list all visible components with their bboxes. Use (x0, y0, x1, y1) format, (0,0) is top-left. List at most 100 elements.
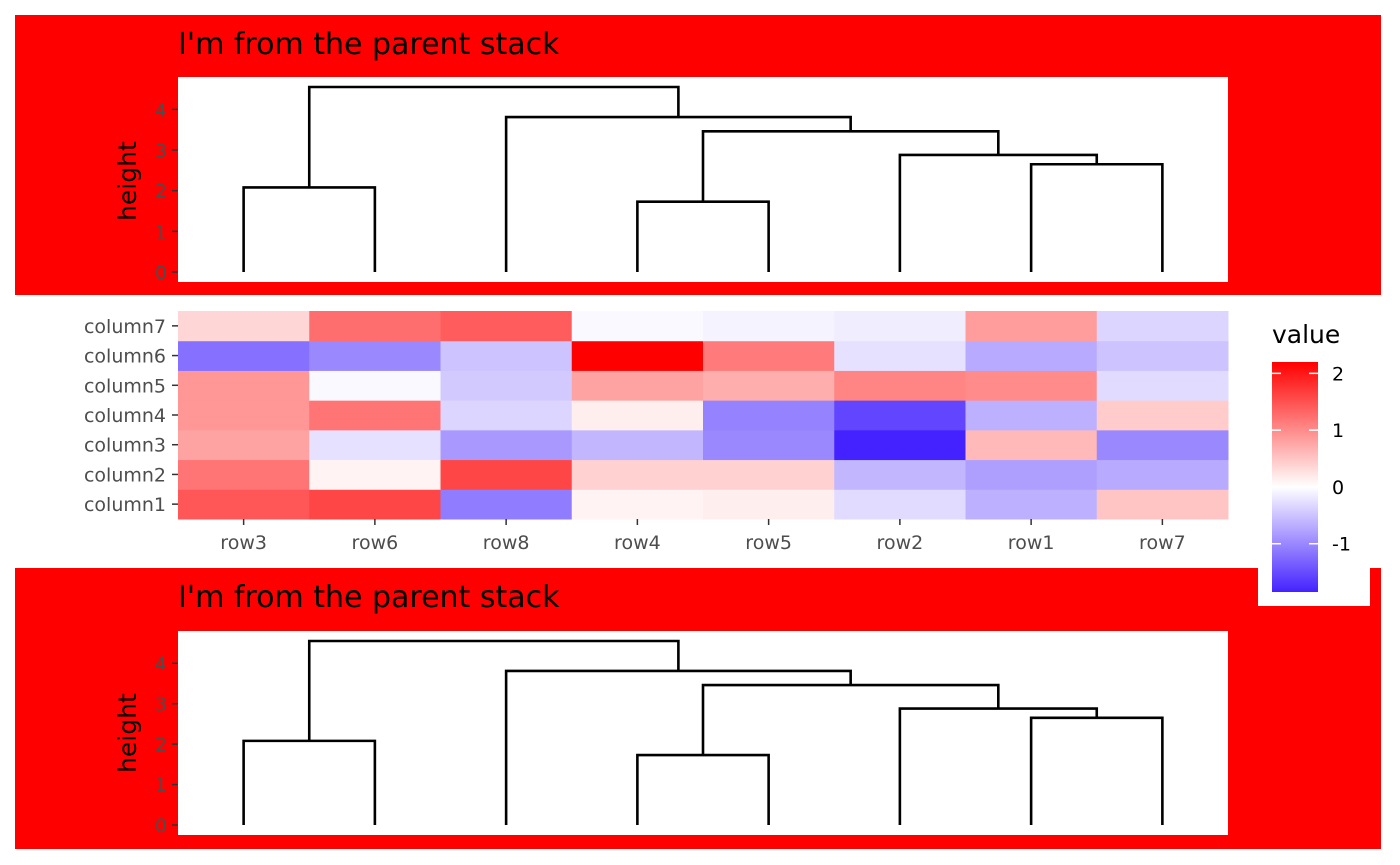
heatmap-cell (834, 489, 966, 520)
legend-ticks: 2 1 0 -1 (1272, 363, 1351, 556)
heatmap-cell (703, 429, 835, 461)
heatmap-cell (309, 459, 441, 490)
heatmap-cell (178, 429, 310, 461)
heatmap-cell (309, 489, 441, 520)
heatmap-y-axis-labels: column1 column2 column3 column4 column5 colum… (84, 316, 178, 516)
legend-color-bar (1272, 362, 1318, 592)
heatmap-cell (309, 340, 441, 371)
heatmap-y-label: column3 (84, 435, 166, 457)
heatmap-cell (834, 370, 966, 401)
legend-tick-label: -1 (1332, 534, 1351, 556)
heatmap-cell (178, 489, 310, 520)
heatmap-x-label: row2 (877, 532, 924, 554)
y-axis-tick-label: 0 (155, 815, 167, 837)
y-axis-tick-label: 2 (155, 734, 167, 756)
y-axis-tick-label: 4 (155, 653, 167, 675)
heatmap-cell (178, 311, 310, 342)
top-panel-title: I'm from the parent stack (178, 27, 560, 62)
y-axis-tick-label: 4 (155, 99, 167, 121)
y-axis-tick-label: 1 (155, 221, 167, 243)
heatmap-cell (834, 311, 966, 342)
heatmap-cell (440, 400, 573, 431)
heatmap-cell (440, 459, 573, 490)
top-y-axis-ticks: 0 1 2 3 4 (155, 99, 178, 284)
dendrogram-branch (701, 130, 1000, 202)
heatmap-cell (1096, 311, 1229, 342)
heatmap-cell (965, 340, 1098, 371)
heatmap-x-label: row3 (220, 532, 267, 554)
heatmap-x-axis-labels: row3 row6 row8 row4 row5 row2 row1 row7 (220, 519, 1186, 554)
heatmap-cell (571, 489, 704, 520)
heatmap-y-label: column1 (84, 494, 166, 516)
heatmap-cell (178, 459, 310, 490)
color-legend: value 2 1 0 -1 (1258, 312, 1370, 606)
heatmap-cell (309, 400, 441, 431)
heatmap-cell (178, 370, 310, 401)
heatmap-x-label: row7 (1139, 532, 1186, 554)
dendrogram-branch (1029, 162, 1164, 272)
bottom-dendrogram-lines (242, 639, 1164, 825)
dendrogram-branch (307, 639, 680, 741)
heatmap-cell (703, 400, 835, 431)
heatmap-cell (440, 311, 573, 342)
y-axis-tick-label: 2 (155, 181, 167, 203)
heatmap-x-label: row4 (614, 532, 661, 554)
bottom-y-axis-ticks: 0 1 2 3 4 (155, 653, 178, 837)
heatmap-y-label: column6 (84, 346, 166, 368)
heatmap-cell (1096, 370, 1229, 401)
heatmap-cell (309, 429, 441, 461)
heatmap-cell (571, 459, 704, 490)
heatmap-x-label: row1 (1008, 532, 1055, 554)
heatmap-cell (571, 370, 704, 401)
heatmap-cell (965, 489, 1098, 520)
dendrogram-branch (636, 753, 770, 825)
heatmap-panel: column1 column2 column3 column4 column5 colum… (84, 311, 1229, 554)
heatmap-cell (834, 340, 966, 371)
heatmap-x-label: row5 (745, 532, 792, 554)
y-axis-tick-label: 0 (155, 262, 167, 284)
heatmap-cell (965, 400, 1098, 431)
heatmap-cell (965, 370, 1098, 401)
heatmap-cell (703, 340, 835, 371)
heatmap-y-label: column4 (84, 405, 166, 427)
heatmap-cell (965, 429, 1098, 461)
heatmap-cells (178, 311, 1229, 520)
dendrogram-branch (242, 739, 377, 825)
heatmap-cell (965, 311, 1098, 342)
heatmap-cell (178, 340, 310, 371)
heatmap-y-label: column7 (84, 316, 166, 338)
heatmap-cell (965, 459, 1098, 490)
heatmap-cell (571, 400, 704, 431)
heatmap-y-label: column2 (84, 464, 166, 486)
heatmap-cell (571, 340, 704, 371)
heatmap-cell (703, 459, 835, 490)
heatmap-x-label: row8 (483, 532, 530, 554)
heatmap-cell (1096, 489, 1229, 520)
heatmap-cell (440, 429, 573, 461)
heatmap-cell (1096, 340, 1229, 371)
bottom-panel-title: I'm from the parent stack (178, 580, 560, 615)
heatmap-cell (440, 489, 573, 520)
legend-tick-label: 0 (1332, 477, 1344, 499)
dendrogram-branch (242, 186, 377, 272)
heatmap-cell (834, 400, 966, 431)
heatmap-cell (440, 370, 573, 401)
top-dendrogram-panel: I'm from the parent stack height 0 1 2 3 4 (15, 15, 1381, 295)
heatmap-cell (834, 459, 966, 490)
heatmap-cell (440, 340, 573, 371)
heatmap-cell (1096, 429, 1229, 461)
dendrogram-branch (504, 115, 852, 272)
heatmap-y-label: column5 (84, 375, 166, 397)
heatmap-cell (178, 400, 310, 431)
bottom-dendrogram-panel: I'm from the parent stack height 0 1 2 3 4 (15, 568, 1381, 849)
y-axis-tick-label: 3 (155, 694, 167, 716)
legend-tick-label: 2 (1332, 363, 1344, 385)
top-y-axis-label: height (113, 141, 142, 221)
y-axis-tick-label: 1 (155, 775, 167, 797)
legend-tick-label: 1 (1332, 420, 1344, 442)
heatmap-cell (834, 429, 966, 461)
heatmap-cell (1096, 400, 1229, 431)
dendrogram-branch (307, 85, 680, 188)
heatmap-cell (309, 311, 441, 342)
